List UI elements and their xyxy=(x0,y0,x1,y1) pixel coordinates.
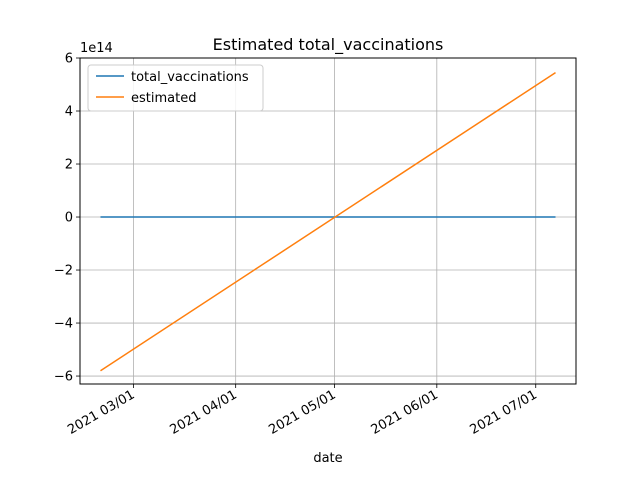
y-tick-label: 2 xyxy=(65,158,73,173)
legend-box xyxy=(87,64,264,112)
plot-area-frame xyxy=(79,57,577,385)
series-line-estimated xyxy=(100,71,556,372)
y-tick-label: −6 xyxy=(54,370,73,385)
legend-label-total-vaccinations: total_vaccinations xyxy=(131,70,249,85)
legend-label-estimated: estimated xyxy=(131,91,196,106)
legend: total_vaccinations estimated xyxy=(87,64,264,112)
chart-title: Estimated total_vaccinations xyxy=(213,35,444,55)
x-axis-label: date xyxy=(313,451,342,466)
series-lines xyxy=(100,71,556,372)
y-axis-offset-label: 1e14 xyxy=(80,41,113,56)
y-tick-label: −2 xyxy=(54,264,73,279)
y-tick-label: 4 xyxy=(65,105,73,120)
y-tick-label: −4 xyxy=(54,317,73,332)
y-tick-label: 0 xyxy=(65,211,73,226)
y-tick-label: 6 xyxy=(65,52,73,67)
